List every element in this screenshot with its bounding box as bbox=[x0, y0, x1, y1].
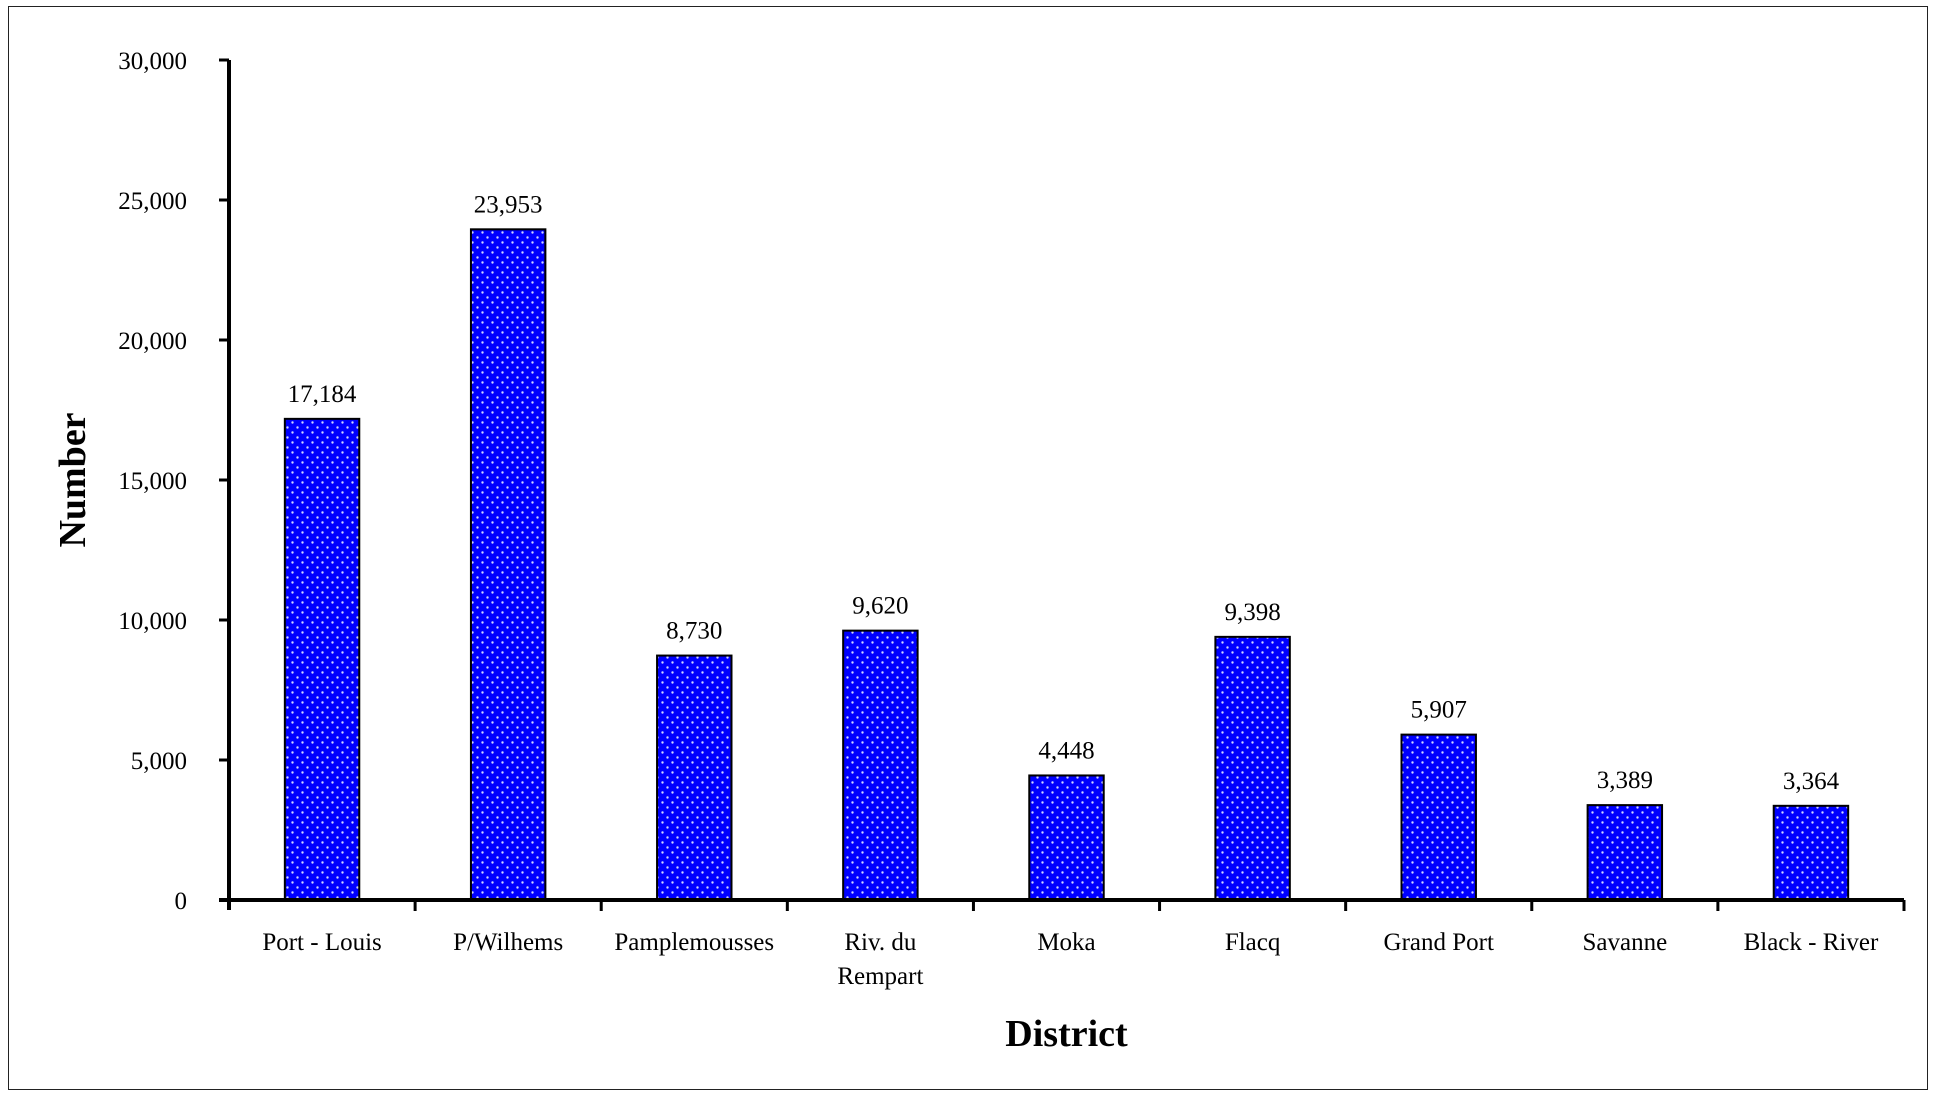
x-tick-label: Savanne bbox=[1582, 929, 1667, 956]
data-label: 9,398 bbox=[1224, 599, 1280, 626]
bar bbox=[1028, 774, 1105, 901]
bar bbox=[1400, 733, 1477, 901]
bar bbox=[469, 228, 547, 902]
x-axis-ticks: Port - Louis P/Wilhems Pamplemousses Riv. d… bbox=[262, 900, 1906, 990]
data-label: 3,364 bbox=[1783, 768, 1840, 795]
x-tick-label: Riv. du Rempart bbox=[837, 929, 923, 990]
y-tick-label: 20,000 bbox=[118, 328, 187, 355]
data-label: 5,907 bbox=[1411, 697, 1467, 724]
bar bbox=[283, 417, 361, 901]
y-tick-label: 25,000 bbox=[118, 188, 187, 215]
x-tick-label: Black - River bbox=[1744, 929, 1879, 956]
data-labels: 17,184 23,953 8,730 9,620 4,448 9,398 5,907 3,3… bbox=[288, 191, 1840, 794]
data-label: 4,448 bbox=[1038, 737, 1094, 764]
bar bbox=[842, 629, 919, 901]
bar bbox=[1772, 804, 1850, 901]
data-label: 23,953 bbox=[474, 191, 543, 218]
bar bbox=[1214, 635, 1291, 902]
data-label: 3,389 bbox=[1597, 767, 1653, 794]
x-tick-label: Moka bbox=[1037, 929, 1095, 956]
bar bbox=[656, 654, 733, 901]
data-label: 17,184 bbox=[288, 381, 357, 408]
x-tick-label: P/Wilhems bbox=[453, 929, 563, 956]
y-axis-ticks: 0 5,000 10,000 15,000 20,000 25,000 30,000 bbox=[118, 48, 229, 915]
y-axis-title: Number bbox=[52, 412, 94, 547]
y-tick-label: 30,000 bbox=[118, 48, 187, 75]
x-tick-label: Grand Port bbox=[1384, 929, 1494, 956]
x-tick-label: Port - Louis bbox=[262, 929, 381, 956]
y-tick-label: 0 bbox=[175, 888, 188, 915]
x-tick-label: Pamplemousses bbox=[614, 929, 774, 956]
data-label: 8,730 bbox=[666, 618, 722, 645]
bar bbox=[1586, 804, 1664, 901]
y-tick-label: 10,000 bbox=[118, 608, 187, 635]
x-axis-title: District bbox=[1005, 1013, 1128, 1055]
x-tick-label: Flacq bbox=[1225, 929, 1281, 956]
bars bbox=[283, 228, 1850, 902]
data-label: 9,620 bbox=[852, 593, 908, 620]
y-tick-label: 5,000 bbox=[131, 748, 187, 775]
y-tick-label: 15,000 bbox=[118, 468, 187, 495]
